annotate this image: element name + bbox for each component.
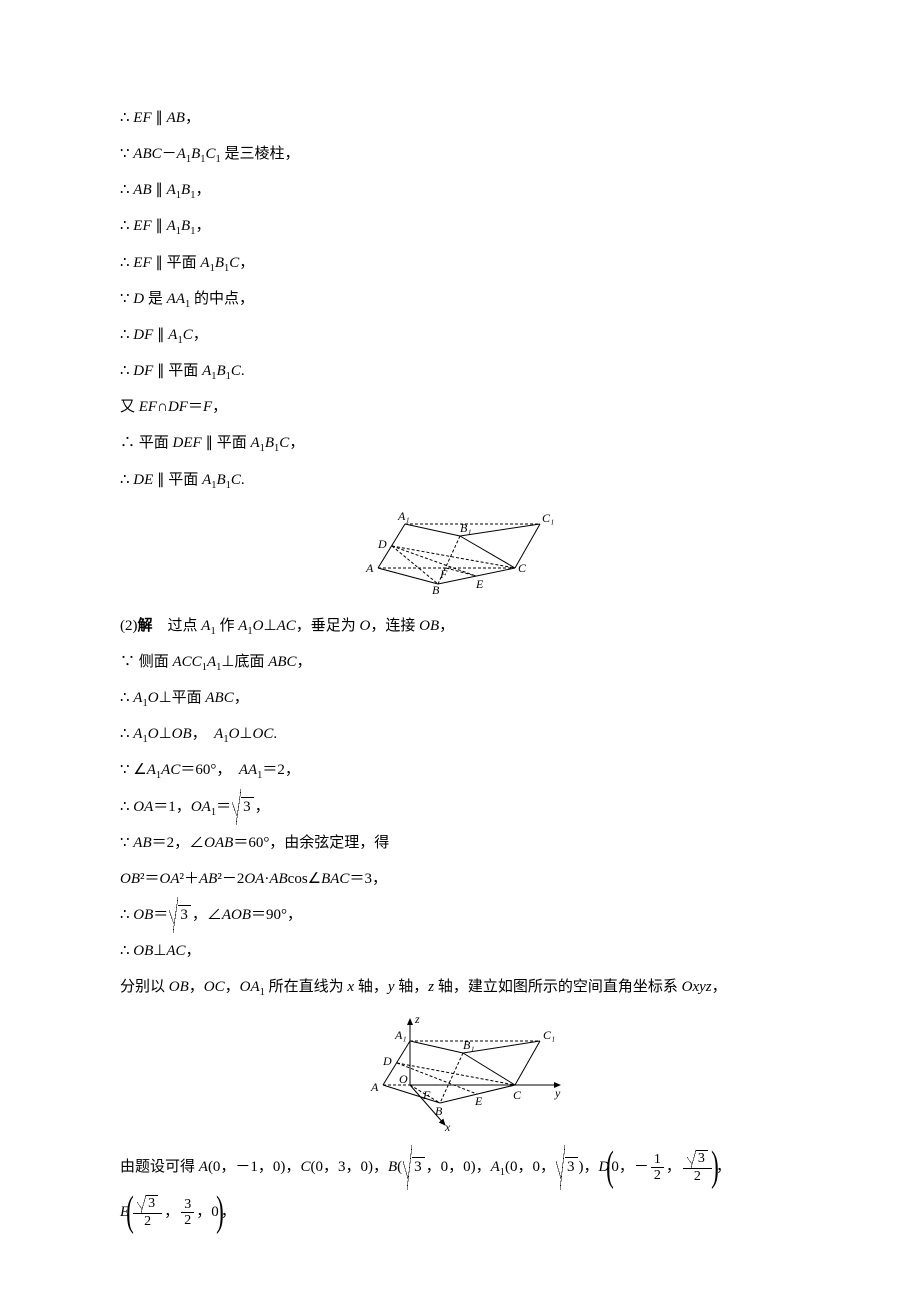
fig2-label-b: B	[435, 1104, 443, 1118]
fig2-label-x: x	[444, 1120, 451, 1133]
fig1-label-f: F	[439, 567, 448, 581]
line-7: ∴ DF ∥ A1C，	[120, 317, 800, 353]
p2-j: 分别以 OB，OC，OA1 所在直线为 x 轴，y 轴，z 轴，建立如图所示的空…	[120, 969, 800, 1005]
coords-line-1: 由题设可得 A(0，－1，0)，C(0，3，0)，B(3，0，0)，A1(0，0…	[120, 1145, 800, 1190]
fig2-label-y: y	[554, 1086, 561, 1100]
fig1-label-b1: B₁	[460, 521, 472, 535]
fig1-label-a: A	[365, 561, 374, 575]
fig1-label-a1: A₁	[397, 509, 410, 523]
fig1-label-c1: C₁	[542, 511, 554, 525]
p2-b: ∴ A1O⊥平面 ABC，	[120, 680, 800, 716]
fig2-label-b1: B₁	[463, 1038, 475, 1052]
p2-h: ∴ OB＝3，∠AOB＝90°，	[120, 897, 800, 933]
fig1-label-b: B	[432, 583, 440, 596]
line-2: ∵ ABC－A1B1C1 是三棱柱，	[120, 136, 800, 172]
fig2-label-d: D	[382, 1054, 392, 1068]
p2-e: ∴ OA＝1，OA1＝3，	[120, 789, 800, 825]
figure-1: A₁ B₁ C₁ D A B C F E	[120, 506, 800, 596]
line-4: ∴ EF ∥ A1B1，	[120, 208, 800, 244]
fig2-label-e: E	[474, 1094, 483, 1108]
fig2-label-f: F	[422, 1088, 431, 1102]
p2-i: ∴ OB⊥AC，	[120, 933, 800, 969]
p2-c: ∴ A1O⊥OB， A1O⊥OC.	[120, 716, 800, 752]
line-9: 又 EF∩DF＝F，	[120, 389, 800, 425]
p2-d: ∵ ∠A1AC＝60°， AA1＝2，	[120, 752, 800, 788]
line-3: ∴ AB ∥ A1B1，	[120, 172, 800, 208]
fig2-label-a: A	[370, 1080, 379, 1094]
line-6: ∵ D 是 AA1 的中点，	[120, 281, 800, 317]
p2-intro: (2)解 过点 A1 作 A1O⊥AC，垂足为 O，连接 OB，	[120, 608, 800, 644]
line-1: ∴ EF ∥ AB，	[120, 100, 800, 136]
coords-line-2: E(32，32，0)，	[120, 1190, 800, 1235]
fig1-label-c: C	[518, 561, 527, 575]
fig1-label-e: E	[475, 577, 484, 591]
line-8: ∴ DF ∥ 平面 A1B1C.	[120, 353, 800, 389]
line-10: ∴ 平面 DEF ∥ 平面 A1B1C，	[120, 425, 800, 461]
p2-f: ∵ AB＝2，∠OAB＝60°，由余弦定理，得	[120, 825, 800, 861]
figure-2: z A₁ B₁ C₁ D O A B F E C y x	[120, 1013, 800, 1133]
fig2-label-a1: A₁	[394, 1028, 407, 1042]
fig2-label-z: z	[414, 1013, 420, 1026]
fig1-label-d: D	[377, 537, 387, 551]
fig2-label-c: C	[513, 1088, 522, 1102]
line-11: ∴ DE ∥ 平面 A1B1C.	[120, 462, 800, 498]
fig2-label-c1: C₁	[543, 1028, 555, 1042]
line-5: ∴ EF ∥ 平面 A1B1C，	[120, 245, 800, 281]
p2-a: ∵ 侧面 ACC1A1⊥底面 ABC，	[120, 644, 800, 680]
p2-g: OB²＝OA²＋AB²－2OA·ABcos∠BAC＝3，	[120, 861, 800, 897]
fig2-label-o: O	[399, 1072, 408, 1086]
